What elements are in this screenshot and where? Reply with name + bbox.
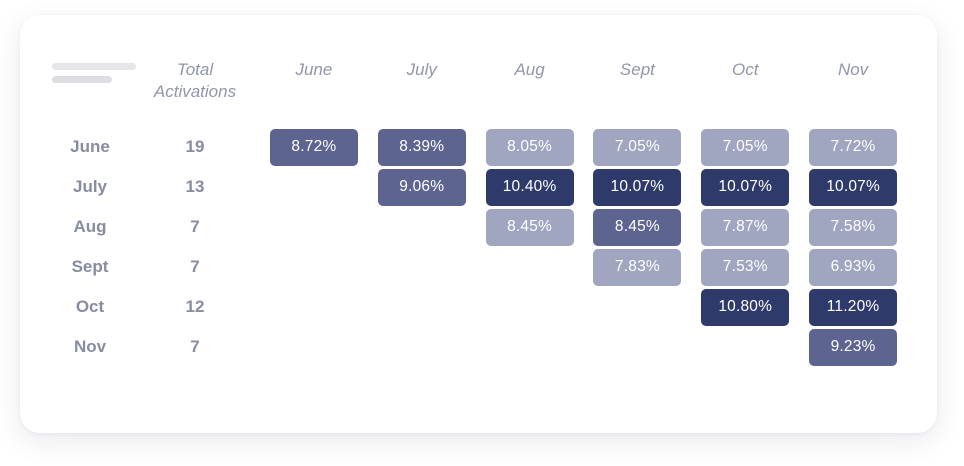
heatmap-cell-june-june: 8.72% <box>269 128 358 166</box>
heatmap-cell-aug-aug: 8.45% <box>485 208 574 246</box>
cohort-row-total: 7 <box>190 337 200 356</box>
heatmap-cell-oct-oct: 10.80% <box>701 288 790 326</box>
heatmap-cell-july-sept: 10.07% <box>593 168 682 206</box>
cohort-row-total: 7 <box>190 217 200 236</box>
header-row: Total Activations June July Aug Sept Oct Nov <box>20 15 937 127</box>
cohort-row-july: July 13 9.06% 10.40% 10.07% 10.07% 10.07% <box>20 167 937 207</box>
column-header-june: June <box>295 60 333 79</box>
heatmap-cell-july-oct: 10.07% <box>701 168 790 206</box>
cohort-row-label: Aug <box>73 217 107 236</box>
heatmap-cell-nov-nov: 9.23% <box>809 328 898 366</box>
heatmap-cell-sept-oct: 7.53% <box>701 248 790 286</box>
heatmap-cell-july-aug: 10.40% <box>485 168 574 206</box>
heatmap-cell-aug-sept: 8.45% <box>593 208 682 246</box>
heatmap-cell-june-july: 8.39% <box>377 128 466 166</box>
cohort-row-total: 19 <box>185 137 205 156</box>
cohort-row-oct: Oct 12 10.80% 11.20% <box>20 287 937 327</box>
cohort-row-label: June <box>70 137 110 156</box>
heatmap-cell-sept-nov: 6.93% <box>809 248 898 286</box>
cohort-row-total: 12 <box>185 297 205 316</box>
cohort-row-label: Sept <box>71 257 109 276</box>
heatmap-cell-aug-oct: 7.87% <box>701 208 790 246</box>
heatmap-cell-oct-nov: 11.20% <box>809 288 898 326</box>
cohort-rows: June 19 8.72% 8.39% 8.05% 7.05% 7.05% 7.72% July… <box>20 127 937 367</box>
heatmap-cell-june-sept: 7.05% <box>593 128 682 166</box>
cohort-row-label: Nov <box>73 337 107 356</box>
cohort-row-june: June 19 8.72% 8.39% 8.05% 7.05% 7.05% 7.72% <box>20 127 937 167</box>
skeleton-line-bottom <box>52 76 112 83</box>
total-header-line2: Activations <box>153 82 237 101</box>
column-header-aug: Aug <box>514 60 545 79</box>
column-header-sept: Sept <box>619 60 655 79</box>
heatmap-cell-aug-nov: 7.58% <box>809 208 898 246</box>
heatmap-cell-july-july: 9.06% <box>377 168 466 206</box>
cohort-activation-card: Total Activations June July Aug Sept Oct Nov … <box>20 15 937 433</box>
cohort-row-sept: Sept 7 7.83% 7.53% 6.93% <box>20 247 937 287</box>
column-header-oct: Oct <box>732 60 759 79</box>
cohort-row-label: July <box>72 177 108 196</box>
cohort-row-nov: Nov 7 9.23% <box>20 327 937 367</box>
total-activations-header: Total Activations <box>130 15 260 103</box>
heatmap-cell-july-nov: 10.07% <box>809 168 898 206</box>
heatmap-cell-june-aug: 8.05% <box>485 128 574 166</box>
heatmap-cell-june-nov: 7.72% <box>809 128 898 166</box>
heatmap-cell-sept-sept: 7.83% <box>593 248 682 286</box>
legend-skeleton <box>52 63 136 83</box>
cohort-row-aug: Aug 7 8.45% 8.45% 7.87% 7.58% <box>20 207 937 247</box>
total-header-line1: Total <box>176 60 214 79</box>
cohort-row-total: 13 <box>185 177 205 196</box>
column-header-nov: Nov <box>837 60 869 79</box>
cohort-row-total: 7 <box>190 257 200 276</box>
cohort-row-label: Oct <box>75 297 105 316</box>
column-header-july: July <box>406 60 437 79</box>
heatmap-cell-june-oct: 7.05% <box>701 128 790 166</box>
skeleton-line-top <box>52 63 136 70</box>
